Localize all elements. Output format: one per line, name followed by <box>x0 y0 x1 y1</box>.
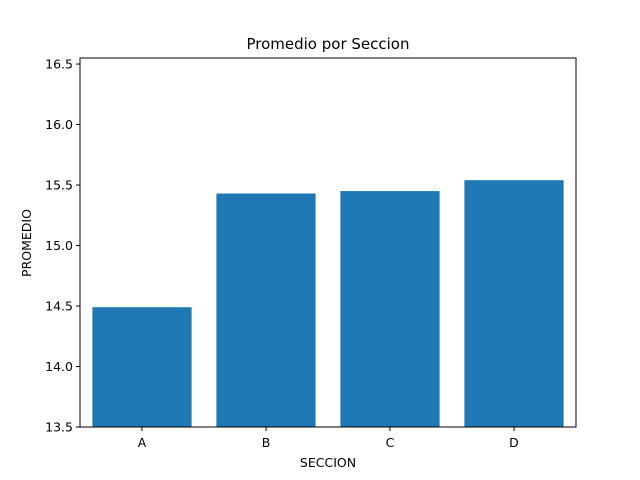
y-axis-label: PROMEDIO <box>19 209 34 277</box>
x-tick-label: B <box>262 435 271 450</box>
x-tick-label: A <box>138 435 147 450</box>
y-tick-label: 15.5 <box>45 178 73 193</box>
y-tick-label: 14.0 <box>45 359 73 374</box>
bar-d <box>464 180 564 427</box>
bar-c <box>340 191 440 427</box>
x-tick-label: D <box>509 435 519 450</box>
x-axis: A B C D <box>138 427 519 450</box>
y-tick-label: 14.5 <box>45 299 73 314</box>
y-tick-label: 13.5 <box>45 420 73 435</box>
x-tick-label: C <box>386 435 395 450</box>
bars-group <box>92 180 564 427</box>
chart-title: Promedio por Seccion <box>246 35 409 53</box>
y-tick-label: 16.5 <box>45 57 73 72</box>
y-tick-label: 16.0 <box>45 117 73 132</box>
y-tick-label: 15.0 <box>45 238 73 253</box>
y-axis: 13.5 14.0 14.5 15.0 15.5 16.0 16.5 <box>45 57 80 435</box>
bar-a <box>92 307 192 427</box>
plot-frame <box>79 57 577 428</box>
bar-b <box>216 193 316 427</box>
x-axis-label: SECCION <box>300 455 356 470</box>
